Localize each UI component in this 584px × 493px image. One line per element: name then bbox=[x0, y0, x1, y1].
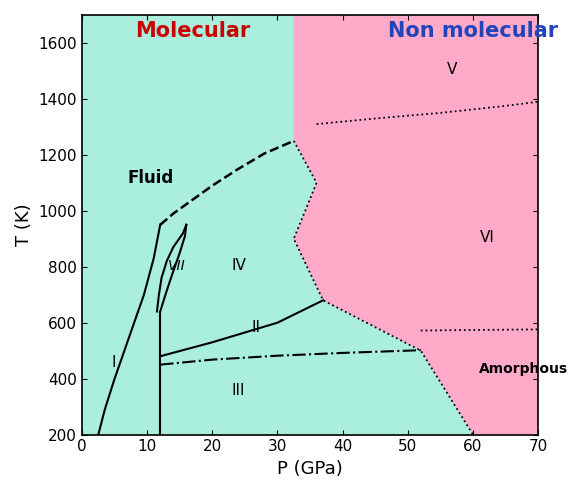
Text: VI: VI bbox=[479, 230, 494, 245]
X-axis label: P (GPa): P (GPa) bbox=[277, 460, 343, 478]
Y-axis label: T (K): T (K) bbox=[15, 204, 33, 246]
Text: I: I bbox=[112, 355, 116, 370]
Text: Amorphous: Amorphous bbox=[479, 362, 569, 376]
Text: Molecular: Molecular bbox=[135, 21, 251, 41]
Text: V: V bbox=[447, 62, 457, 77]
Text: Fluid: Fluid bbox=[128, 169, 174, 187]
Text: II: II bbox=[252, 320, 260, 335]
Text: III: III bbox=[232, 384, 245, 398]
Text: IV: IV bbox=[232, 257, 247, 273]
Polygon shape bbox=[294, 15, 538, 435]
Text: Non molecular: Non molecular bbox=[388, 21, 558, 41]
Text: VII: VII bbox=[168, 258, 186, 273]
